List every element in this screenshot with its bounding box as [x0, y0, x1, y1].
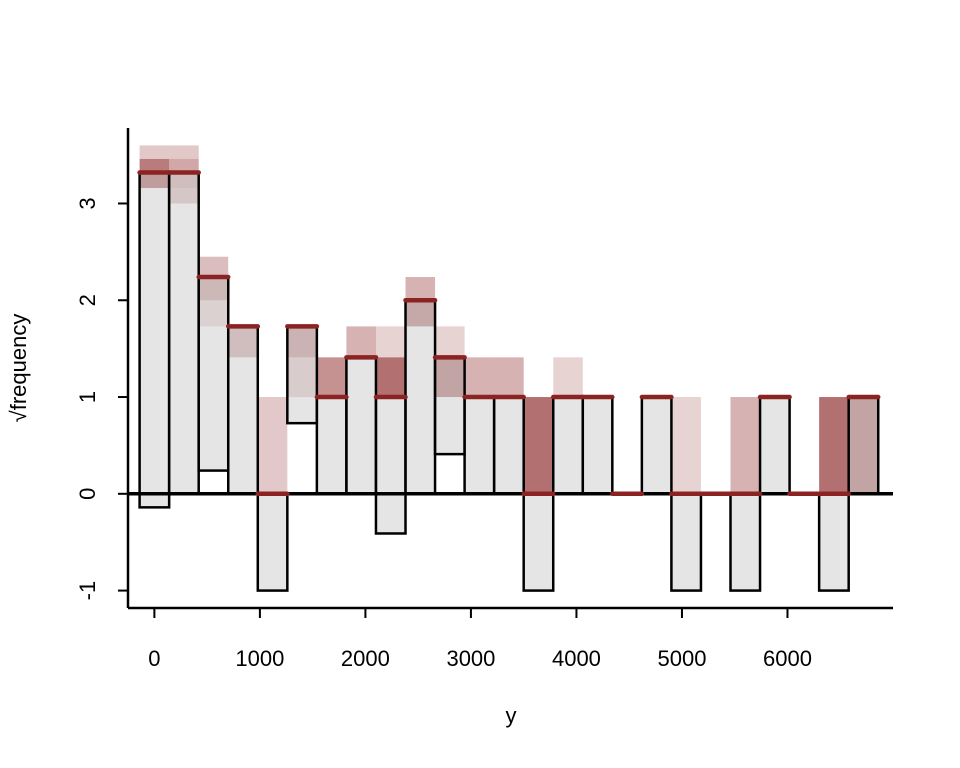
- x-tick-label: 2000: [341, 646, 390, 671]
- observed-bar: [817, 492, 850, 592]
- x-tick-label: 6000: [763, 646, 812, 671]
- band-rect: [316, 357, 347, 398]
- band-rect: [819, 397, 849, 494]
- band-rect: [375, 326, 406, 358]
- observed-bar: [345, 356, 378, 496]
- band-rect: [730, 397, 761, 494]
- observed-bar: [847, 395, 880, 496]
- observed-bar: [551, 395, 585, 496]
- band-rect: [494, 357, 524, 398]
- x-tick-label: 1000: [235, 646, 284, 671]
- observed-bar: [167, 171, 200, 496]
- observed-bar: [286, 325, 319, 425]
- band-rect: [671, 397, 701, 494]
- observed-bar: [640, 395, 673, 496]
- band-rect: [435, 326, 465, 358]
- observed-bar: [581, 395, 614, 496]
- y-tick-label: 0: [75, 488, 100, 500]
- observed-bar: [226, 325, 260, 496]
- observed-bar: [315, 395, 348, 496]
- x-tick-label: 5000: [657, 646, 706, 671]
- band-rect: [139, 145, 170, 159]
- y-tick-label: 1: [75, 391, 100, 403]
- expected-line-layer: [137, 170, 881, 497]
- observed-bar: [433, 356, 466, 456]
- observed-bar: [522, 492, 555, 592]
- y-tick-label: 3: [75, 197, 100, 209]
- x-axis-title: y: [506, 703, 517, 728]
- x-tick-label: 3000: [446, 646, 495, 671]
- x-tick-label: 4000: [552, 646, 601, 671]
- y-tick-label: -1: [75, 581, 100, 601]
- band-rect: [375, 357, 406, 398]
- observed-bar: [492, 395, 525, 496]
- observed-bar: [463, 395, 496, 496]
- observed-bar: [404, 299, 437, 496]
- observed-bar: [374, 395, 407, 535]
- observed-bar: [729, 492, 762, 592]
- band-rect: [405, 277, 436, 301]
- band-rect: [198, 256, 229, 278]
- band-layer: [139, 145, 879, 494]
- observed-bar: [758, 395, 791, 496]
- band-rect: [553, 357, 583, 398]
- x-tick-label: 0: [148, 646, 160, 671]
- y-axis-title: √frequency: [6, 314, 31, 423]
- observed-bar: [138, 171, 171, 509]
- observed-bar: [670, 492, 703, 592]
- band-rect: [464, 357, 495, 398]
- band-rect: [169, 145, 199, 159]
- band-rect: [523, 397, 554, 494]
- y-tick-label: 2: [75, 294, 100, 306]
- band-rect: [257, 397, 288, 494]
- observed-bar: [197, 275, 230, 472]
- observed-bar: [256, 492, 289, 592]
- axis-layer: 0 1000 2000 3000 4000 5000 6000 -1 0 1 2 3: [75, 128, 893, 671]
- band-rect: [346, 326, 376, 358]
